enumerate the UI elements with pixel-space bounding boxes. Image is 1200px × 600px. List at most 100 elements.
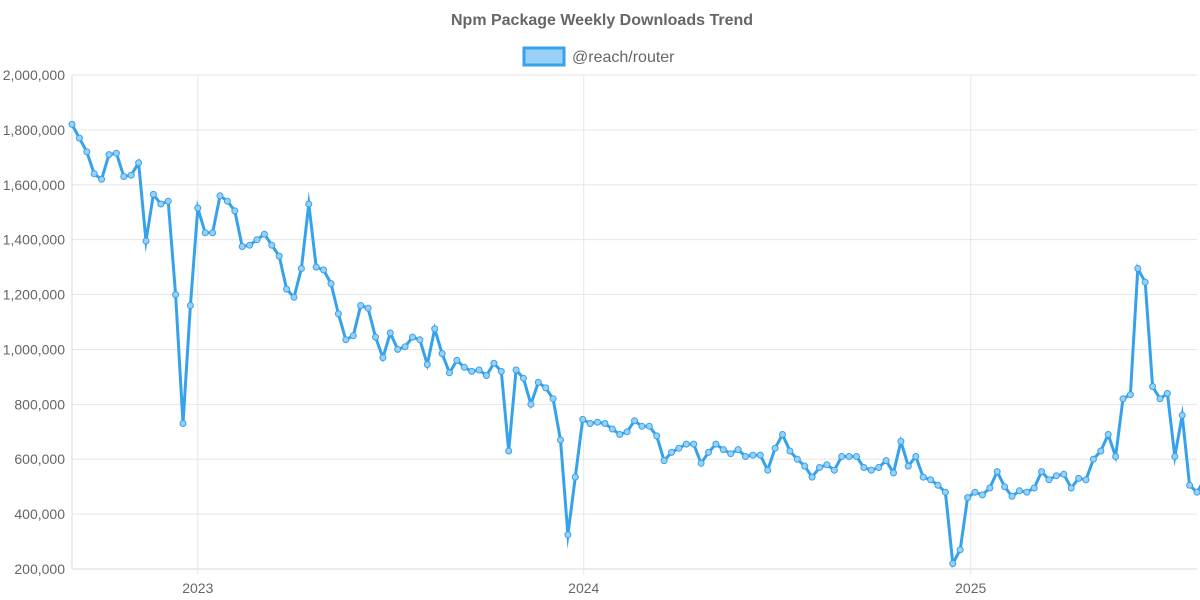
data-point[interactable]	[157, 200, 165, 208]
data-point[interactable]	[1038, 468, 1046, 476]
data-point[interactable]	[142, 237, 150, 245]
data-point[interactable]	[949, 560, 957, 567]
data-point[interactable]	[727, 450, 735, 458]
data-point[interactable]	[749, 451, 757, 459]
data-point[interactable]	[1089, 455, 1097, 463]
data-point[interactable]	[446, 369, 453, 377]
data-point[interactable]	[1186, 481, 1194, 489]
data-point[interactable]	[1126, 391, 1134, 399]
data-point[interactable]	[853, 453, 860, 460]
data-point[interactable]	[1045, 476, 1053, 484]
data-point[interactable]	[327, 280, 335, 288]
data-point[interactable]	[1075, 474, 1083, 482]
data-point[interactable]	[423, 361, 431, 368]
data-point[interactable]	[1008, 492, 1016, 500]
data-point[interactable]	[779, 431, 786, 438]
data-point[interactable]	[1104, 431, 1112, 438]
data-point[interactable]	[201, 229, 209, 237]
data-point[interactable]	[734, 446, 742, 454]
data-point[interactable]	[875, 464, 883, 471]
data-point[interactable]	[520, 374, 527, 382]
data-point[interactable]	[1082, 476, 1090, 484]
data-point[interactable]	[268, 241, 276, 249]
data-point[interactable]	[571, 473, 579, 481]
data-point[interactable]	[135, 159, 143, 167]
data-point[interactable]	[186, 302, 194, 309]
data-point[interactable]	[845, 453, 853, 460]
data-point[interactable]	[283, 285, 291, 293]
data-point[interactable]	[320, 266, 328, 274]
data-point[interactable]	[712, 440, 720, 448]
data-point[interactable]	[919, 473, 927, 481]
data-point[interactable]	[608, 425, 616, 433]
data-point[interactable]	[823, 461, 831, 469]
data-point[interactable]	[986, 484, 994, 492]
data-point[interactable]	[431, 325, 439, 333]
data-point[interactable]	[542, 384, 550, 392]
data-point[interactable]	[867, 466, 875, 474]
data-point[interactable]	[682, 440, 690, 448]
data-point[interactable]	[1067, 484, 1075, 492]
data-point[interactable]	[98, 175, 106, 183]
data-point[interactable]	[860, 464, 868, 471]
data-point[interactable]	[579, 415, 587, 423]
data-point[interactable]	[112, 149, 120, 157]
legend-swatch[interactable]	[522, 46, 566, 67]
data-point[interactable]	[549, 395, 557, 403]
data-point[interactable]	[897, 437, 905, 445]
data-point[interactable]	[83, 148, 91, 156]
data-point[interactable]	[253, 236, 261, 244]
data-point[interactable]	[505, 447, 513, 455]
data-point[interactable]	[742, 453, 749, 460]
data-point[interactable]	[409, 333, 416, 341]
data-point[interactable]	[342, 336, 350, 344]
data-point[interactable]	[705, 448, 712, 456]
data-point[interactable]	[668, 448, 675, 456]
data-point[interactable]	[468, 367, 476, 375]
data-point[interactable]	[1001, 483, 1009, 491]
data-point[interactable]	[357, 302, 365, 309]
data-point[interactable]	[971, 488, 979, 496]
data-point[interactable]	[1030, 484, 1038, 492]
data-point[interactable]	[534, 378, 542, 386]
data-point[interactable]	[586, 420, 594, 427]
data-point[interactable]	[416, 336, 424, 344]
data-point[interactable]	[386, 329, 394, 337]
data-point[interactable]	[690, 440, 698, 448]
data-point[interactable]	[1149, 383, 1157, 390]
data-point[interactable]	[756, 451, 764, 459]
data-point[interactable]	[290, 293, 298, 301]
data-point[interactable]	[305, 200, 313, 208]
data-point[interactable]	[209, 229, 217, 237]
data-point[interactable]	[105, 151, 113, 159]
data-point[interactable]	[1015, 487, 1023, 495]
data-point[interactable]	[527, 400, 535, 408]
data-point[interactable]	[771, 444, 779, 452]
legend[interactable]: @reach/router	[522, 46, 675, 67]
data-point[interactable]	[172, 291, 180, 299]
data-point[interactable]	[660, 457, 668, 465]
data-point[interactable]	[164, 197, 172, 205]
data-point[interactable]	[631, 417, 638, 425]
data-point[interactable]	[246, 241, 254, 249]
data-point[interactable]	[238, 243, 246, 250]
data-point[interactable]	[364, 304, 372, 312]
data-point[interactable]	[490, 359, 498, 367]
data-point[interactable]	[816, 464, 823, 471]
data-point[interactable]	[90, 170, 98, 178]
data-point[interactable]	[1156, 395, 1164, 403]
data-point[interactable]	[882, 457, 890, 465]
data-point[interactable]	[675, 444, 683, 452]
data-point[interactable]	[1097, 447, 1105, 455]
data-point[interactable]	[557, 436, 564, 444]
data-point[interactable]	[1119, 395, 1127, 403]
data-point[interactable]	[394, 345, 402, 353]
data-point[interactable]	[993, 468, 1001, 476]
data-point[interactable]	[697, 459, 705, 467]
data-point[interactable]	[120, 173, 128, 180]
data-point[interactable]	[497, 367, 505, 375]
data-point[interactable]	[801, 462, 809, 470]
data-point[interactable]	[1141, 278, 1149, 286]
data-point[interactable]	[830, 466, 838, 474]
data-point[interactable]	[483, 372, 490, 379]
